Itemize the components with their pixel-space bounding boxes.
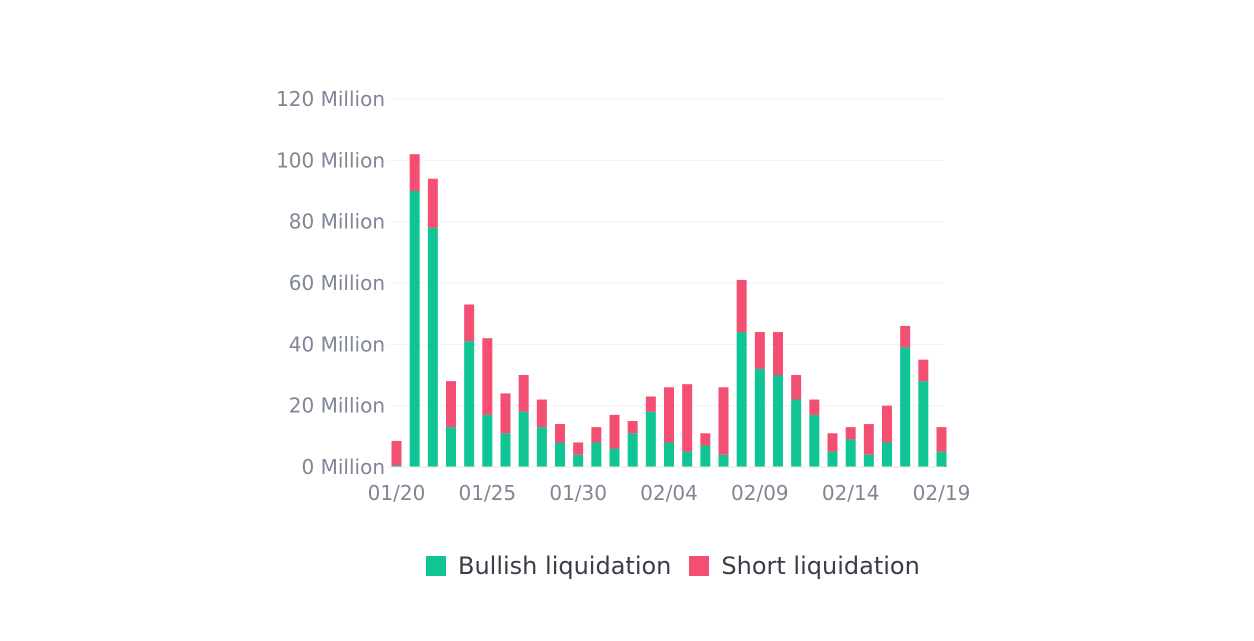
x-tick-label: 02/19	[913, 481, 971, 505]
y-tick-label: 40 Million	[289, 332, 385, 356]
bar-short-01/24	[464, 304, 475, 342]
bar-short-02/11	[791, 375, 802, 400]
x-tick-label: 01/30	[549, 481, 607, 505]
y-axis-tick-labels: 0 Million 20 Million 40 Million 60 Million 8…	[276, 87, 385, 479]
bar-bullish-02/08	[736, 332, 747, 467]
bar-short-02/01	[609, 414, 620, 449]
bar-bullish-02/18	[918, 381, 929, 467]
bar-bullish-02/17	[900, 347, 911, 467]
bar-bullish-02/06	[700, 445, 711, 467]
bar-short-02/19	[936, 427, 947, 452]
bar-short-01/28	[536, 399, 547, 428]
bar-short-02/17	[900, 325, 911, 348]
x-axis-tick-labels: 01/20 01/25 01/30 02/04 02/09 02/14 02/19	[368, 481, 971, 505]
bar-bullish-02/10	[773, 375, 783, 467]
bar-bullish-01/20	[391, 465, 402, 467]
bar-short-01/23	[446, 381, 456, 428]
bar-short-02/13	[827, 433, 838, 452]
x-tick-label: 02/14	[822, 481, 880, 505]
x-tick-label: 02/04	[640, 481, 698, 505]
bar-bullish-01/30	[573, 454, 584, 467]
bar-bullish-01/29	[555, 442, 565, 467]
bar-bullish-02/04	[664, 442, 674, 467]
bar-bullish-02/02	[627, 433, 638, 467]
legend-label-short: Short liquidation	[721, 552, 920, 580]
bar-bullish-02/01	[609, 448, 620, 467]
bar-short-01/26	[500, 393, 511, 434]
short-swatch	[689, 556, 710, 576]
x-tick-label: 02/09	[731, 481, 789, 505]
bar-short-02/16	[882, 405, 892, 443]
bar-bullish-01/23	[446, 427, 456, 467]
bar-bullish-02/16	[882, 442, 892, 467]
bar-bullish-02/12	[809, 414, 820, 467]
legend-item-short: Short liquidation	[689, 552, 920, 580]
bar-short-02/10	[773, 332, 783, 375]
bar-bullish-01/25	[482, 414, 493, 467]
bar-bullish-02/09	[754, 368, 765, 467]
bar-bullish-01/21	[409, 191, 420, 467]
bar-short-02/15	[863, 424, 874, 455]
bar-short-02/06	[700, 433, 711, 446]
bar-bullish-01/31	[591, 442, 602, 467]
bar-short-02/07	[718, 387, 729, 455]
y-tick-label: 0 Million	[302, 455, 385, 479]
bar-short-02/18	[918, 359, 929, 382]
bar-short-02/14	[845, 427, 856, 440]
bar-bullish-02/13	[827, 451, 838, 467]
bar-bullish-02/05	[682, 451, 693, 467]
bar-bullish-01/28	[536, 427, 547, 467]
bar-bullish-01/22	[427, 227, 438, 467]
bar-short-02/12	[809, 399, 820, 415]
bar-bullish-02/19	[936, 451, 947, 467]
y-tick-label: 100 Million	[276, 148, 385, 172]
bar-short-01/21	[409, 154, 420, 191]
bullish-swatch	[426, 556, 446, 576]
bar-short-01/20	[391, 440, 402, 466]
legend: Bullish liquidation Short liquidation	[426, 552, 920, 580]
bar-short-02/03	[645, 396, 656, 412]
x-tick-label: 01/20	[368, 481, 426, 505]
bar-bullish-01/24	[464, 341, 475, 467]
bar-bullish-02/03	[645, 411, 656, 467]
bar-short-01/30	[573, 442, 584, 455]
x-tick-label: 01/25	[459, 481, 517, 505]
y-tick-label: 60 Million	[289, 271, 385, 295]
legend-item-bullish: Bullish liquidation	[426, 552, 671, 580]
bar-short-02/04	[664, 387, 674, 443]
bar-short-01/31	[591, 427, 602, 443]
bar-short-02/02	[627, 421, 638, 434]
bar-bullish-01/26	[500, 433, 511, 467]
bar-bullish-02/14	[845, 439, 856, 467]
bar-short-02/05	[682, 384, 693, 452]
bar-short-01/27	[518, 375, 529, 412]
bar-bullish-01/27	[518, 411, 529, 467]
bar-short-01/25	[482, 338, 493, 415]
bar-short-02/08	[736, 279, 747, 333]
gridlines	[388, 98, 944, 407]
bar-short-01/29	[555, 424, 565, 443]
bar-bullish-02/07	[718, 454, 729, 467]
bar-short-02/09	[754, 332, 765, 369]
bar-short-01/22	[427, 178, 438, 228]
y-tick-label: 80 Million	[289, 210, 385, 234]
y-tick-label: 20 Million	[289, 394, 385, 418]
bar-bullish-02/11	[791, 399, 802, 467]
legend-label-bullish: Bullish liquidation	[458, 552, 672, 580]
bars	[391, 154, 947, 467]
y-tick-label: 120 Million	[276, 87, 385, 111]
bar-bullish-02/15	[863, 454, 874, 467]
